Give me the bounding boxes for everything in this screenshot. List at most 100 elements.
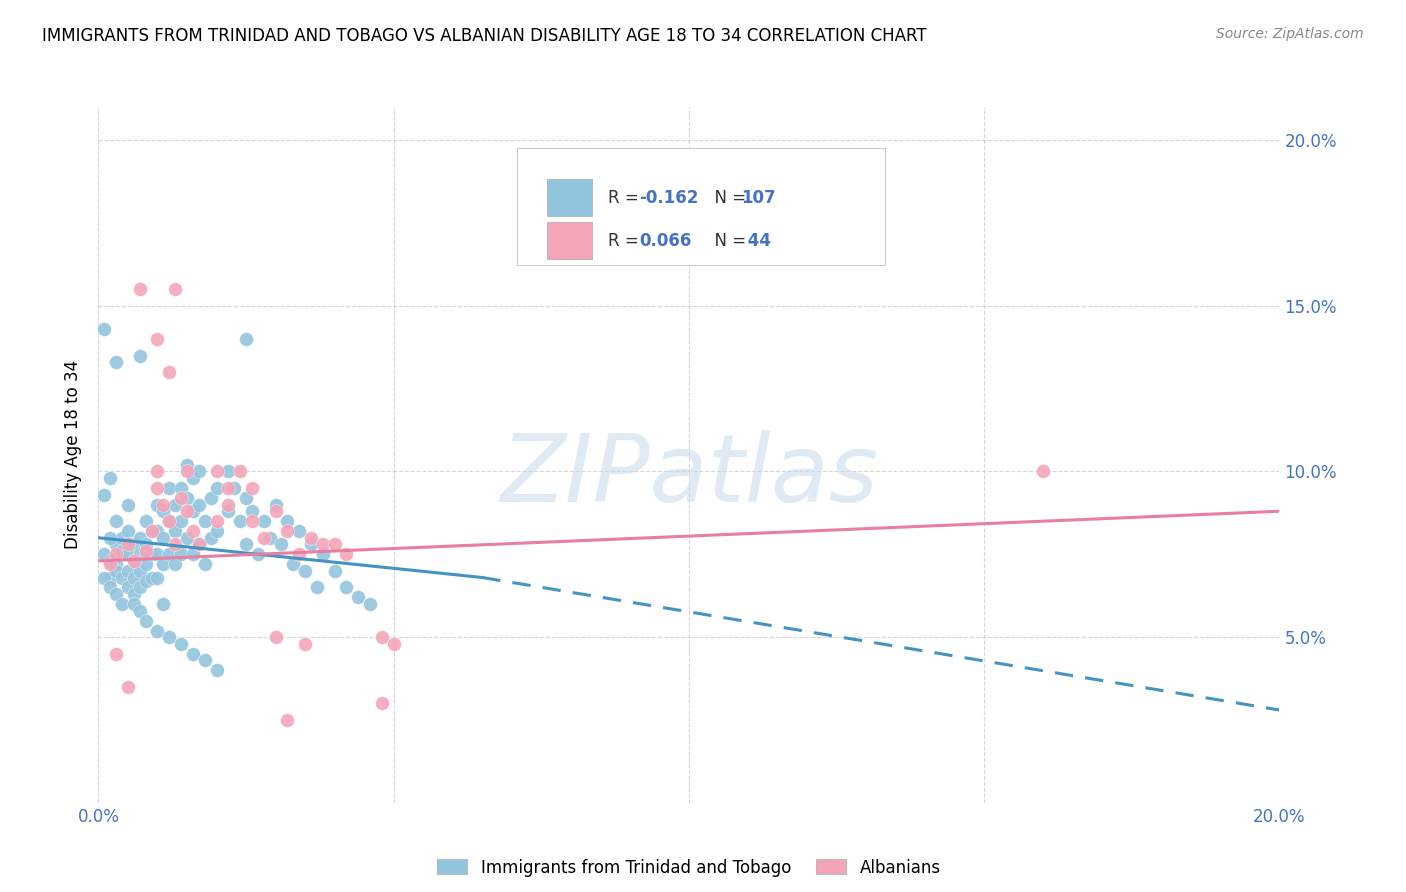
- Point: [205, 481, 228, 495]
- Point: [111, 531, 134, 545]
- Point: [276, 713, 298, 727]
- Point: [224, 481, 246, 495]
- Point: [157, 547, 180, 561]
- Point: [135, 558, 157, 572]
- Point: [128, 564, 150, 578]
- Point: [105, 647, 128, 661]
- Point: [146, 547, 169, 561]
- Point: [128, 282, 150, 296]
- Text: N =: N =: [703, 188, 751, 207]
- Point: [165, 558, 187, 572]
- Point: [240, 481, 263, 495]
- Point: [146, 624, 169, 638]
- Point: [135, 574, 157, 588]
- Point: [217, 504, 239, 518]
- Point: [371, 630, 394, 644]
- Point: [276, 524, 298, 538]
- Point: [288, 547, 311, 561]
- Point: [128, 581, 150, 595]
- Y-axis label: Disability Age 18 to 34: Disability Age 18 to 34: [65, 360, 83, 549]
- Point: [240, 514, 263, 528]
- Point: [157, 481, 180, 495]
- Text: Source: ZipAtlas.com: Source: ZipAtlas.com: [1216, 27, 1364, 41]
- Point: [253, 531, 276, 545]
- Point: [146, 524, 169, 538]
- Point: [217, 465, 239, 479]
- Point: [283, 558, 305, 572]
- Point: [299, 531, 322, 545]
- Text: ZIPatlas: ZIPatlas: [501, 430, 877, 521]
- Point: [122, 554, 145, 568]
- Point: [98, 471, 121, 485]
- Point: [176, 465, 198, 479]
- Point: [146, 465, 169, 479]
- Point: [217, 481, 239, 495]
- Point: [135, 614, 157, 628]
- Point: [165, 537, 187, 551]
- Point: [117, 581, 139, 595]
- Point: [122, 570, 145, 584]
- Point: [98, 558, 121, 572]
- Point: [176, 531, 198, 545]
- Point: [135, 537, 157, 551]
- Point: [128, 547, 150, 561]
- Point: [170, 547, 193, 561]
- Point: [105, 558, 128, 572]
- Point: [111, 597, 134, 611]
- Point: [235, 491, 257, 505]
- Point: [157, 514, 180, 528]
- Point: [135, 544, 157, 558]
- Point: [335, 581, 357, 595]
- Point: [176, 491, 198, 505]
- Point: [288, 524, 311, 538]
- Point: [152, 498, 174, 512]
- Point: [146, 498, 169, 512]
- Point: [181, 647, 204, 661]
- Point: [359, 597, 381, 611]
- Point: [246, 547, 269, 561]
- Point: [194, 558, 217, 572]
- Point: [194, 653, 217, 667]
- Point: [371, 697, 394, 711]
- Text: IMMIGRANTS FROM TRINIDAD AND TOBAGO VS ALBANIAN DISABILITY AGE 18 TO 34 CORRELAT: IMMIGRANTS FROM TRINIDAD AND TOBAGO VS A…: [42, 27, 927, 45]
- Point: [98, 531, 121, 545]
- Point: [105, 564, 128, 578]
- Point: [165, 282, 187, 296]
- Point: [264, 504, 287, 518]
- Point: [98, 570, 121, 584]
- Point: [146, 481, 169, 495]
- Point: [170, 514, 193, 528]
- Point: [187, 498, 209, 512]
- Point: [122, 554, 145, 568]
- Point: [152, 504, 174, 518]
- Point: [181, 471, 204, 485]
- Point: [229, 465, 252, 479]
- Text: R =: R =: [607, 232, 644, 250]
- Point: [152, 558, 174, 572]
- Point: [217, 498, 239, 512]
- Point: [176, 504, 198, 518]
- Text: 107: 107: [741, 188, 776, 207]
- Point: [111, 570, 134, 584]
- Text: 0.066: 0.066: [638, 232, 692, 250]
- Point: [98, 581, 121, 595]
- Point: [264, 498, 287, 512]
- Point: [165, 524, 187, 538]
- Point: [270, 537, 292, 551]
- Point: [117, 524, 139, 538]
- Point: [122, 587, 145, 601]
- Point: [181, 524, 204, 538]
- Point: [176, 458, 198, 472]
- Point: [200, 531, 222, 545]
- Point: [152, 597, 174, 611]
- Point: [111, 544, 134, 558]
- Point: [117, 547, 139, 561]
- Point: [157, 514, 180, 528]
- Point: [157, 630, 180, 644]
- Point: [141, 524, 163, 538]
- Point: [323, 564, 346, 578]
- Text: 44: 44: [741, 232, 770, 250]
- Point: [146, 332, 169, 346]
- Point: [240, 504, 263, 518]
- Point: [128, 604, 150, 618]
